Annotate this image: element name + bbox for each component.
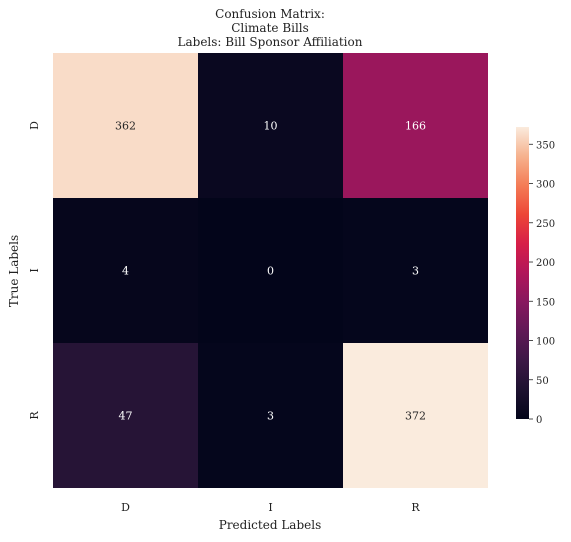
title-line-2: Climate Bills — [231, 21, 309, 35]
cell-value-label: 3 — [412, 265, 419, 278]
heatmap-cells: 362 10 166 4 0 3 47 3 372 — [53, 53, 488, 488]
cell-value-label: 3 — [267, 410, 274, 423]
colorbar-tick-label: 150 — [536, 297, 555, 308]
colorbar-tick-label: 100 — [536, 337, 555, 348]
heatmap-cell-R-R — [343, 343, 488, 488]
heatmap-cell-R-I — [198, 343, 343, 488]
cell-value-label: 362 — [115, 120, 136, 133]
colorbar-tick-label: 50 — [536, 376, 549, 387]
cell-value-label: 47 — [119, 410, 133, 423]
heatmap-cell-D-D — [53, 53, 198, 198]
y-tick-label: R — [28, 411, 41, 420]
colorbar: 0 50 100 150 200 250 300 350 — [516, 127, 555, 426]
x-tick-label: D — [121, 501, 130, 514]
y-tick-labels: D I R — [28, 121, 41, 420]
colorbar-tick-label: 250 — [536, 219, 555, 230]
y-axis-label: True Labels — [7, 235, 21, 307]
cell-value-label: 4 — [122, 265, 129, 278]
x-axis-label: Predicted Labels — [219, 518, 321, 532]
chart-title: Confusion Matrix: Climate Bills Labels: … — [178, 7, 363, 49]
x-tick-label: R — [411, 501, 420, 514]
colorbar-tick-label: 300 — [536, 180, 555, 191]
colorbar-tick-label: 350 — [536, 140, 555, 151]
y-tick-label: D — [28, 121, 41, 130]
cell-value-label: 0 — [267, 265, 274, 278]
cell-value-label: 166 — [405, 120, 426, 133]
heatmap-cell-R-D — [53, 343, 198, 488]
heatmap-cell-D-I — [198, 53, 343, 198]
heatmap-cell-I-D — [53, 198, 198, 343]
cell-value-label: 372 — [405, 410, 426, 423]
y-tick-label: I — [28, 268, 41, 272]
heatmap-cell-I-I — [198, 198, 343, 343]
colorbar-tick-label: 0 — [536, 415, 542, 426]
colorbar-gradient — [516, 127, 529, 419]
colorbar-tick-label: 200 — [536, 258, 555, 269]
title-line-1: Confusion Matrix: — [215, 7, 325, 21]
x-tick-label: I — [268, 501, 272, 514]
heatmap-cell-D-R — [343, 53, 488, 198]
cell-value-label: 10 — [264, 120, 278, 133]
title-line-3: Labels: Bill Sponsor Affiliation — [178, 35, 363, 49]
heatmap-cell-I-R — [343, 198, 488, 343]
